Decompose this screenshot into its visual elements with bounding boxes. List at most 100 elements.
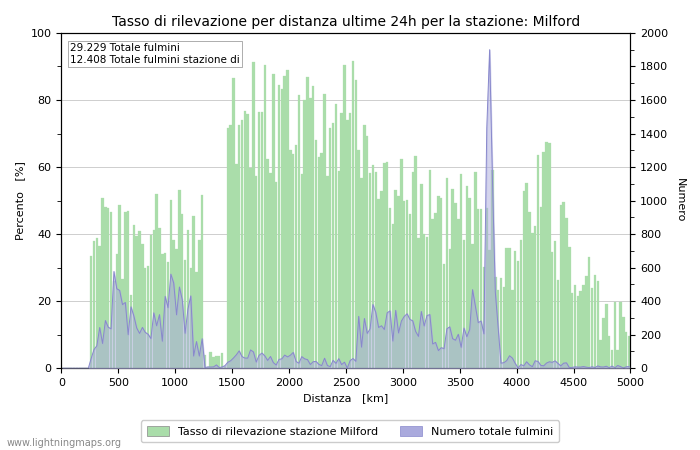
Bar xyxy=(548,143,551,368)
Bar xyxy=(494,277,496,368)
Bar xyxy=(309,98,312,368)
Bar xyxy=(556,280,559,368)
Bar xyxy=(438,196,440,368)
Bar xyxy=(403,201,405,368)
Bar xyxy=(594,274,596,368)
Bar xyxy=(457,219,459,368)
Bar xyxy=(204,355,206,368)
Bar xyxy=(281,89,283,368)
Bar xyxy=(212,357,215,368)
Bar xyxy=(326,176,328,368)
Bar xyxy=(255,176,258,368)
Bar xyxy=(611,350,613,368)
Bar xyxy=(625,332,627,368)
Bar xyxy=(446,178,448,368)
Bar xyxy=(395,190,397,368)
Bar xyxy=(90,256,92,368)
Bar xyxy=(201,195,204,368)
Bar xyxy=(426,237,428,368)
Bar xyxy=(480,209,482,368)
Bar xyxy=(93,241,95,368)
Bar xyxy=(431,219,434,368)
Bar xyxy=(398,197,400,368)
Bar xyxy=(454,203,456,368)
Bar xyxy=(386,162,389,368)
Bar xyxy=(565,218,568,368)
Bar xyxy=(360,179,363,368)
Bar xyxy=(571,293,573,368)
Bar xyxy=(474,172,477,368)
Bar xyxy=(562,202,565,368)
Bar xyxy=(270,174,272,368)
Bar xyxy=(258,112,260,368)
Y-axis label: Percento   [%]: Percento [%] xyxy=(15,161,25,240)
Bar xyxy=(332,123,335,368)
Bar xyxy=(195,273,197,368)
Bar xyxy=(321,153,323,368)
Bar xyxy=(514,251,517,368)
Bar xyxy=(463,240,466,368)
Bar xyxy=(352,61,354,368)
Bar xyxy=(113,281,115,368)
Bar xyxy=(417,238,420,368)
Bar xyxy=(260,112,263,368)
Bar xyxy=(471,244,474,368)
Bar xyxy=(150,235,152,368)
Bar xyxy=(300,174,303,368)
Bar xyxy=(355,81,357,368)
Bar xyxy=(139,231,141,368)
Bar xyxy=(420,184,423,368)
Bar xyxy=(531,234,533,368)
Bar xyxy=(315,140,317,368)
Bar xyxy=(221,353,223,368)
Bar xyxy=(136,236,138,368)
Bar xyxy=(608,336,610,368)
Bar xyxy=(147,266,149,368)
Bar xyxy=(568,247,570,368)
Bar xyxy=(272,74,274,368)
Bar xyxy=(232,78,234,368)
Bar xyxy=(132,225,135,368)
Bar xyxy=(99,246,101,368)
Bar xyxy=(591,288,594,368)
Bar xyxy=(526,183,528,368)
Bar xyxy=(252,62,255,368)
Bar xyxy=(363,126,365,368)
Bar xyxy=(503,287,505,368)
Bar xyxy=(508,248,511,368)
Bar xyxy=(215,356,218,368)
Bar xyxy=(522,191,525,368)
Bar xyxy=(110,212,112,368)
Bar xyxy=(104,207,106,368)
Bar xyxy=(602,318,605,368)
Bar xyxy=(596,281,599,368)
Bar xyxy=(605,304,608,368)
Bar xyxy=(585,276,587,368)
Bar xyxy=(534,225,536,368)
Bar xyxy=(588,257,590,368)
Bar xyxy=(238,125,240,368)
Bar xyxy=(127,211,130,368)
Bar xyxy=(540,207,542,368)
Text: 29.229 Totale fulmini
12.408 Totale fulmini stazione di: 29.229 Totale fulmini 12.408 Totale fulm… xyxy=(70,43,239,65)
Bar xyxy=(528,212,531,368)
Bar xyxy=(227,128,229,368)
Bar xyxy=(193,216,195,368)
Bar xyxy=(178,189,181,368)
Bar xyxy=(235,164,237,368)
Bar xyxy=(443,264,445,368)
Bar xyxy=(551,252,554,368)
Bar xyxy=(267,159,269,368)
Bar xyxy=(414,156,416,368)
Bar xyxy=(244,111,246,368)
Bar xyxy=(497,290,499,368)
Bar xyxy=(298,95,300,368)
Bar xyxy=(372,165,374,368)
Bar xyxy=(340,112,343,368)
Bar xyxy=(466,186,468,368)
Bar xyxy=(519,240,522,368)
Bar xyxy=(184,260,186,368)
Bar xyxy=(206,367,209,368)
Bar xyxy=(622,317,624,368)
Bar xyxy=(434,213,437,368)
